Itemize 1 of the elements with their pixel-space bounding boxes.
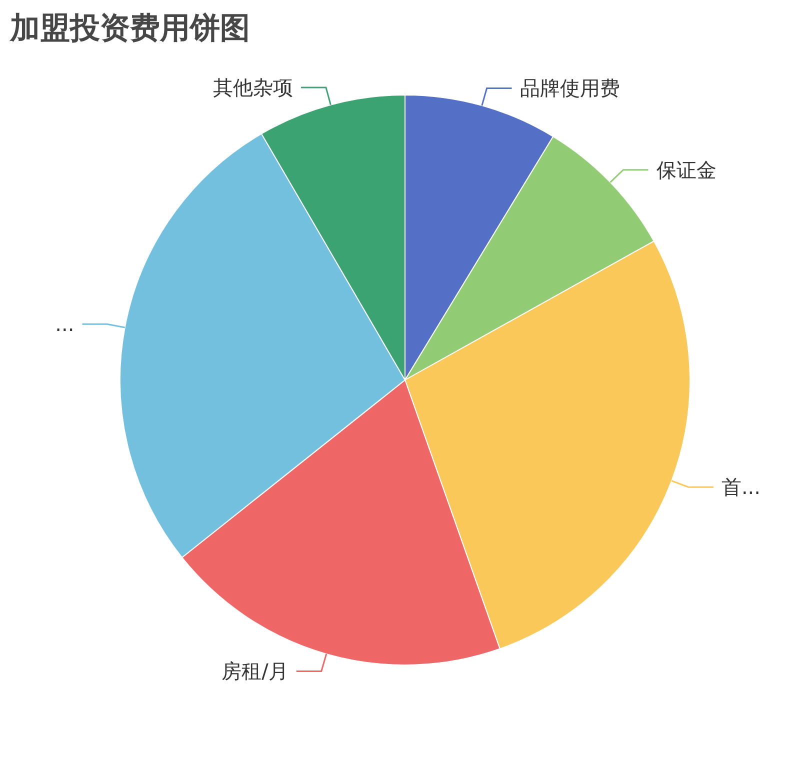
title: 加盟投资费用饼图 (10, 11, 250, 46)
